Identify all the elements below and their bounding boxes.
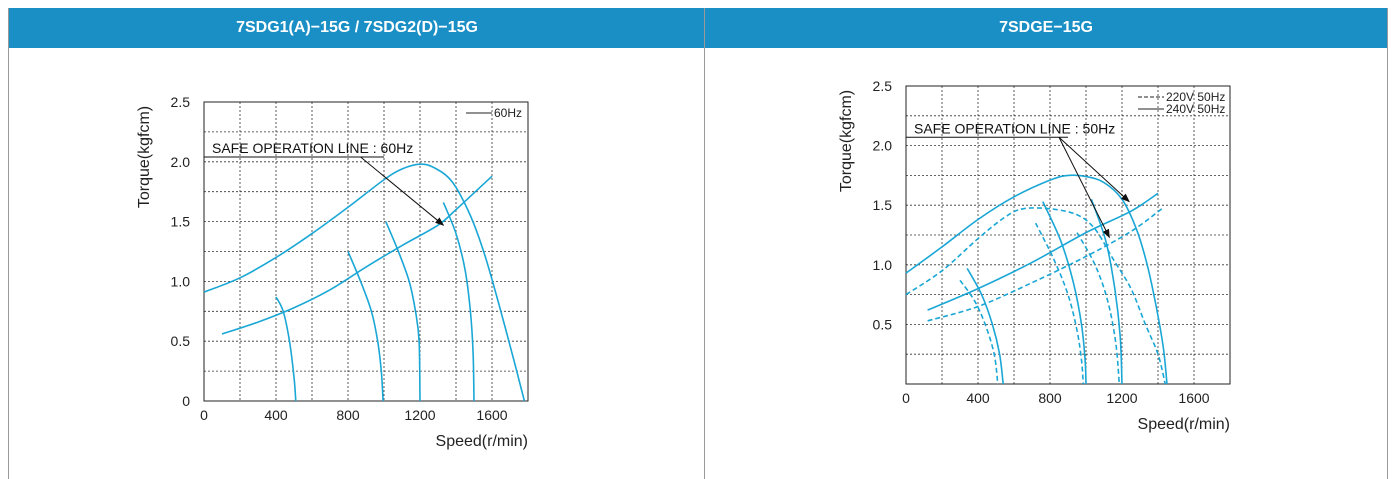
x-axis-label: Speed(r/min) (436, 433, 528, 450)
legend: 60Hz (466, 106, 522, 120)
torque-speed-chart-left: 0 400 800 1200 1600 0 0.5 1.0 1.5 2.0 2.5 Speed(r/m… (136, 94, 529, 450)
safe-operation-annotation: SAFE OPERATION LINE : 60Hz (204, 140, 445, 226)
series-line-3 (927, 192, 1159, 311)
legend-label: 220V 50Hz (1166, 90, 1225, 104)
series-group (203, 163, 526, 402)
panel-title: 7SDG1(A)−15G / 7SDG2(D)−15G (9, 8, 705, 48)
x-tick-label: 1600 (1178, 390, 1209, 406)
x-tick-label: 400 (264, 407, 288, 423)
panel-title: 7SDGE−15G (705, 8, 1387, 48)
x-tick-label: 800 (336, 407, 360, 423)
y-tick-label: 1.0 (171, 273, 191, 289)
y-tick-label: 2.5 (171, 94, 191, 110)
annotation-arrow (360, 156, 445, 226)
series-line-4 (347, 251, 384, 402)
y-tick-label: 0.5 (171, 333, 191, 349)
x-tick-label: 0 (902, 390, 910, 406)
x-tick-label: 1200 (1106, 390, 1137, 406)
series-line-4 (927, 206, 1164, 322)
panel-right: 7SDGE−15G 0 400 800 1200 1600 0.5 1.0 1.5 2.0 2.5… (704, 8, 1388, 479)
plot-frame (905, 85, 1231, 385)
series-line-7 (1042, 201, 1087, 385)
series-line-5 (966, 267, 1004, 385)
plot-frame (203, 101, 529, 402)
safe-operation-annotation: SAFE OPERATION LINE : 50Hz (906, 120, 1130, 239)
y-tick-label: 0.5 (873, 316, 893, 332)
series-line-5 (385, 221, 421, 402)
annotation-text: SAFE OPERATION LINE : 60Hz (212, 140, 413, 156)
legend-label: 60Hz (494, 106, 522, 120)
y-tick-label: 1.0 (873, 257, 893, 273)
torque-speed-chart-right: 0 400 800 1200 1600 0.5 1.0 1.5 2.0 2.5 Speed(r/mi… (838, 78, 1231, 433)
y-tick-label: 2.0 (171, 154, 191, 170)
panel-left: 7SDG1(A)−15G / 7SDG2(D)−15G 0 400 800 1200 1… (8, 8, 705, 479)
series-line-8 (1034, 222, 1085, 385)
annotation-arrow (1058, 136, 1130, 203)
x-axis-label: Speed(r/min) (1138, 416, 1230, 433)
y-tick-label: 1.5 (873, 197, 893, 213)
series-line-6 (442, 202, 475, 402)
y-tick-label: 0 (182, 393, 190, 409)
series-line-9 (1090, 198, 1123, 385)
annotation-arrow (1058, 137, 1110, 239)
series-line-6 (959, 279, 999, 385)
y-tick-label: 2.0 (873, 138, 893, 154)
y-axis-label: Torque(kgfcm) (838, 90, 855, 192)
x-tick-label: 0 (200, 407, 208, 423)
x-tick-label: 1600 (476, 407, 507, 423)
series-line-1 (905, 174, 1168, 385)
legend-label: 240V 50Hz (1166, 102, 1225, 116)
series-line-10 (1076, 232, 1121, 385)
y-axis-label: Torque(kgfcm) (136, 106, 153, 208)
series-line-1 (203, 163, 526, 402)
series-line-3 (275, 296, 297, 402)
x-tick-label: 400 (966, 390, 990, 406)
x-tick-label: 1200 (404, 407, 435, 423)
series-group (905, 174, 1168, 385)
x-tick-label: 800 (1038, 390, 1062, 406)
y-tick-label: 1.5 (171, 214, 191, 230)
series-line-2 (221, 175, 493, 335)
y-tick-label: 2.5 (873, 78, 893, 94)
annotation-text: SAFE OPERATION LINE : 50Hz (914, 120, 1115, 136)
series-line-2 (905, 207, 1166, 385)
